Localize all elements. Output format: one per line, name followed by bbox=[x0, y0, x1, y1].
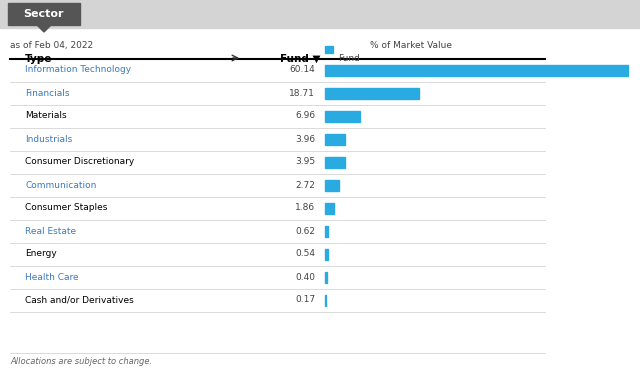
Text: Sector: Sector bbox=[24, 9, 64, 19]
Bar bbox=[325, 133, 345, 144]
Text: Consumer Discretionary: Consumer Discretionary bbox=[25, 157, 134, 166]
Bar bbox=[325, 203, 334, 214]
Text: as of Feb 04, 2022: as of Feb 04, 2022 bbox=[10, 41, 93, 50]
Text: 2.72: 2.72 bbox=[295, 180, 315, 190]
Text: Consumer Staples: Consumer Staples bbox=[25, 204, 108, 212]
Text: Materials: Materials bbox=[25, 111, 67, 120]
Bar bbox=[325, 179, 339, 190]
Bar bbox=[8, 3, 80, 25]
Bar bbox=[325, 249, 328, 260]
Bar bbox=[325, 46, 333, 53]
Text: Type: Type bbox=[25, 54, 52, 64]
Text: 1.86: 1.86 bbox=[295, 204, 315, 212]
Bar bbox=[325, 65, 628, 76]
Text: 0.17: 0.17 bbox=[295, 296, 315, 304]
Bar bbox=[325, 271, 327, 282]
Text: Fund: Fund bbox=[338, 54, 360, 63]
Text: 6.96: 6.96 bbox=[295, 111, 315, 120]
Polygon shape bbox=[37, 25, 51, 32]
Text: Fund ▼: Fund ▼ bbox=[280, 54, 321, 64]
Text: Allocations are subject to change.: Allocations are subject to change. bbox=[10, 358, 152, 366]
Text: Industrials: Industrials bbox=[25, 135, 72, 144]
Text: 18.71: 18.71 bbox=[289, 89, 315, 98]
Bar bbox=[325, 111, 360, 122]
Text: Financials: Financials bbox=[25, 89, 70, 98]
Bar bbox=[325, 294, 326, 306]
Text: Real Estate: Real Estate bbox=[25, 226, 76, 236]
Bar bbox=[0, 0, 640, 28]
Bar bbox=[325, 87, 419, 98]
Text: 60.14: 60.14 bbox=[289, 65, 315, 74]
Text: Information Technology: Information Technology bbox=[25, 65, 131, 74]
Text: Cash and/or Derivatives: Cash and/or Derivatives bbox=[25, 296, 134, 304]
Bar bbox=[325, 225, 328, 236]
Text: 0.40: 0.40 bbox=[295, 272, 315, 282]
Text: % of Market Value: % of Market Value bbox=[370, 41, 452, 50]
Text: 3.95: 3.95 bbox=[295, 157, 315, 166]
Text: Communication: Communication bbox=[25, 180, 97, 190]
Bar bbox=[325, 157, 345, 168]
Text: Energy: Energy bbox=[25, 250, 57, 258]
Text: Health Care: Health Care bbox=[25, 272, 79, 282]
Text: 3.96: 3.96 bbox=[295, 135, 315, 144]
Text: 0.54: 0.54 bbox=[295, 250, 315, 258]
Text: 0.62: 0.62 bbox=[295, 226, 315, 236]
